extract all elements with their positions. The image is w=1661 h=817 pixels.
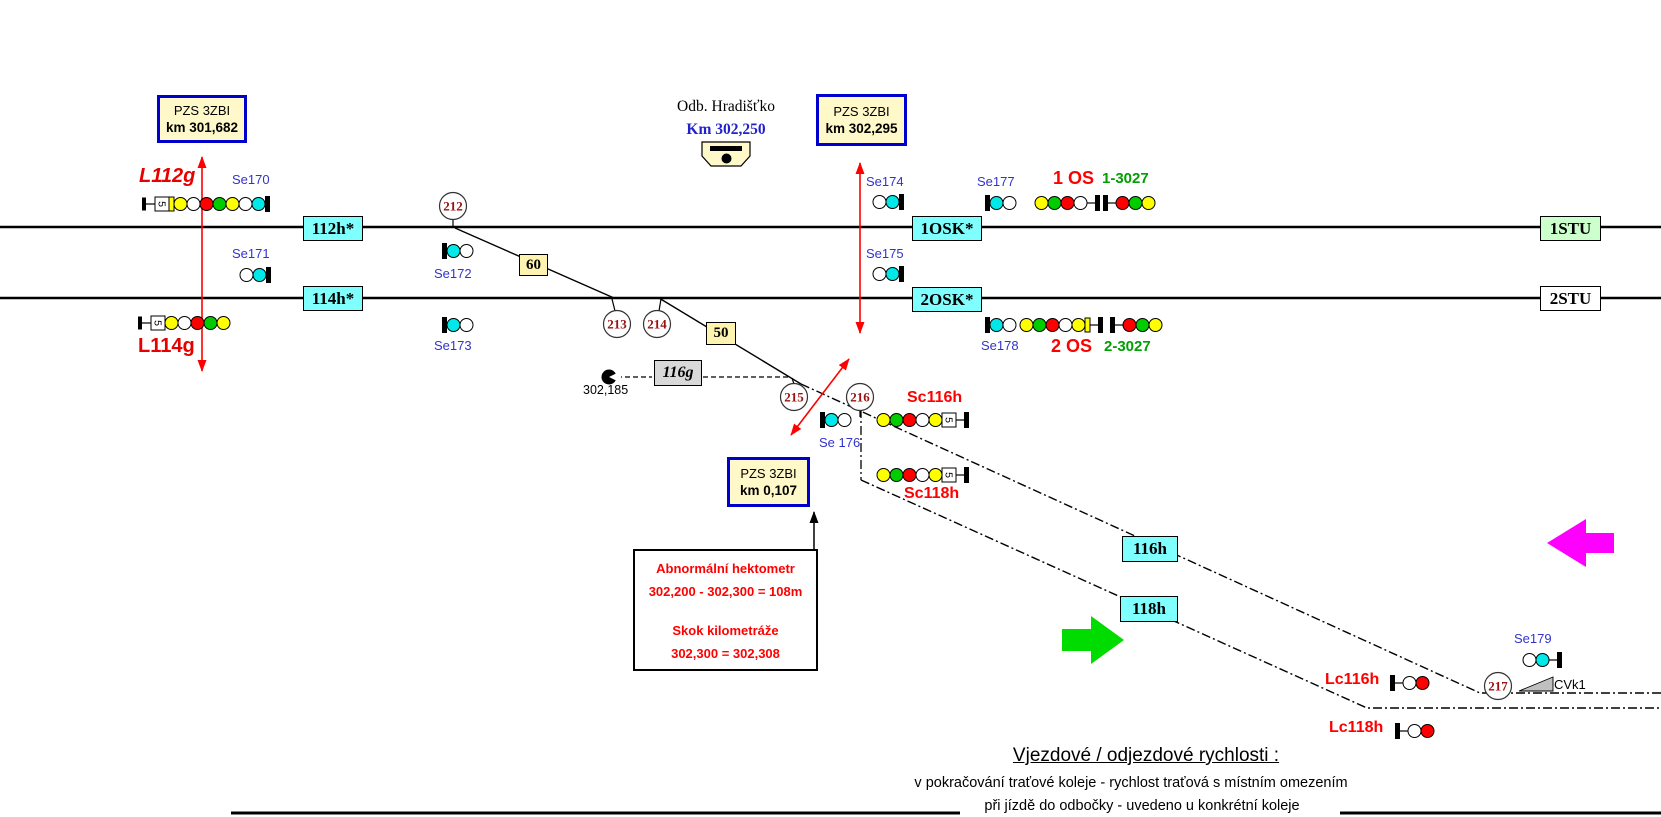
label-Se176: Se 176 [819, 435, 861, 450]
branch-116h-dashdot-line [800, 383, 1661, 694]
svg-text:216: 216 [850, 390, 870, 405]
signal-Se173 [442, 317, 474, 333]
label-L114g: L114g [138, 335, 195, 357]
speeds-line-2: při jízdě do odbočky - uvedeno u konkrét… [984, 798, 1300, 814]
magenta-left-arrow-icon [1547, 519, 1614, 567]
junction-building-icon [701, 141, 751, 167]
signal-Lc116h [1390, 675, 1430, 691]
pzs-type-label: PZS 3ZBI [740, 466, 797, 481]
pzs-0107-double-arrow [790, 358, 850, 436]
svg-text:5: 5 [152, 320, 164, 326]
box-2stu: 2STU [1540, 286, 1601, 311]
signal-Sc116h: 5 [876, 412, 969, 428]
note-line: Abnormální hektometr [656, 561, 795, 576]
box-118h: 118h [1120, 596, 1178, 622]
switch-circle-212: 212 [438, 191, 468, 227]
note-line: 302,300 = 302,308 [671, 646, 780, 661]
signal-Se177 [985, 195, 1017, 211]
label-Se177: Se177 [977, 174, 1015, 189]
pzs-type-label: PZS 3ZBI [833, 104, 890, 119]
green-right-arrow-icon [1062, 616, 1124, 664]
signal-L114g: 5 [138, 315, 231, 331]
svg-text:213: 213 [607, 317, 627, 332]
signal-Se172 [442, 243, 474, 259]
switch-circle-213: 213 [602, 298, 632, 339]
signal-Se174 [872, 194, 904, 210]
label-L112g: L112g [139, 165, 196, 187]
box-1stu: 1STU [1540, 216, 1601, 241]
signal-Lc118h [1395, 723, 1435, 739]
box-112h: 112h* [303, 216, 363, 241]
signal-2os-left [1019, 317, 1103, 333]
signal-1os-left [1034, 195, 1100, 211]
signal-Se175 [872, 266, 904, 282]
label-2os: 2 OS [1051, 336, 1093, 356]
label-Lc116h: Lc116h [1325, 671, 1380, 688]
box-speed-50: 50 [706, 322, 736, 345]
signal-Se176 [820, 412, 852, 428]
cvk1-gradient-wedge-icon [1518, 676, 1554, 692]
branch-118h-dashdot-line [860, 479, 1661, 709]
signal-Se179 [1522, 652, 1562, 668]
pzs-box-301682: PZS 3ZBI km 301,682 [157, 95, 247, 143]
pzs-type-label: PZS 3ZBI [173, 103, 231, 118]
signal-2os-right [1110, 317, 1163, 333]
note-line: 302,200 - 302,300 = 108m [648, 584, 803, 599]
junction-title: Odb. Hradišťko [677, 98, 775, 115]
svg-text:212: 212 [443, 199, 463, 214]
label-Se171: Se171 [232, 246, 270, 261]
abnormal-hectometre-note: Abnormální hektometr 302,200 - 302,300 =… [633, 549, 818, 671]
switch-circle-214: 214 [642, 298, 672, 339]
pzs-box-302295: PZS 3ZBI km 302,295 [816, 94, 907, 146]
box-116h: 116h [1122, 536, 1178, 562]
svg-text:214: 214 [647, 317, 667, 332]
label-km-302185: 302,185 [583, 383, 629, 397]
pzs-box-0107: PZS 3ZBI km 0,107 [727, 457, 810, 507]
svg-text:5: 5 [943, 417, 955, 423]
note-line: Skok kilometráže [672, 623, 779, 638]
box-2osk: 2OSK* [912, 287, 982, 312]
signal-Se171 [239, 267, 271, 283]
label-Sc116h: Sc116h [907, 389, 963, 406]
switch-circle-215: 215 [779, 377, 809, 412]
pzs-km-label: km 0,107 [739, 483, 798, 498]
label-Se175: Se175 [866, 246, 904, 261]
label-Se174: Se174 [866, 174, 904, 189]
label-1-3027: 1-3027 [1102, 170, 1149, 187]
label-Se172: Se172 [434, 266, 472, 281]
switch-circle-216: 216 [845, 382, 875, 417]
box-116g: 116g [654, 360, 702, 386]
signal-Sc118h: 5 [876, 467, 969, 483]
junction-km: Km 302,250 [686, 121, 766, 138]
svg-text:217: 217 [1488, 679, 1508, 694]
label-Se178: Se178 [981, 338, 1019, 353]
label-Sc118h: Sc118h [904, 485, 960, 502]
track-end-symbol [601, 369, 621, 385]
label-2-3027: 2-3027 [1104, 338, 1151, 355]
signal-Se178 [985, 317, 1017, 333]
box-speed-60: 60 [519, 254, 548, 276]
svg-text:5: 5 [943, 472, 955, 478]
box-1osk: 1OSK* [912, 216, 982, 241]
label-1os: 1 OS [1053, 168, 1095, 188]
label-CVk1: CVk1 [1554, 677, 1586, 692]
svg-text:215: 215 [784, 390, 804, 405]
switch-circle-217: 217 [1483, 671, 1513, 701]
pzs-km-label: km 302,295 [825, 121, 898, 136]
signal-L112g-Se170: 5 [142, 196, 270, 212]
signal-1os-right [1103, 195, 1156, 211]
label-Se170: Se170 [232, 172, 270, 187]
speeds-heading: Vjezdové / odjezdové rychlosti : [1012, 745, 1280, 766]
box-114h: 114h* [303, 286, 363, 311]
speeds-line-1: v pokračování traťové koleje - rychlost … [914, 775, 1348, 791]
label-Lc118h: Lc118h [1329, 719, 1384, 736]
label-Se173: Se173 [434, 338, 472, 353]
pzs-km-label: km 301,682 [165, 120, 239, 135]
svg-text:5: 5 [156, 201, 168, 207]
label-Se179: Se179 [1514, 631, 1552, 646]
